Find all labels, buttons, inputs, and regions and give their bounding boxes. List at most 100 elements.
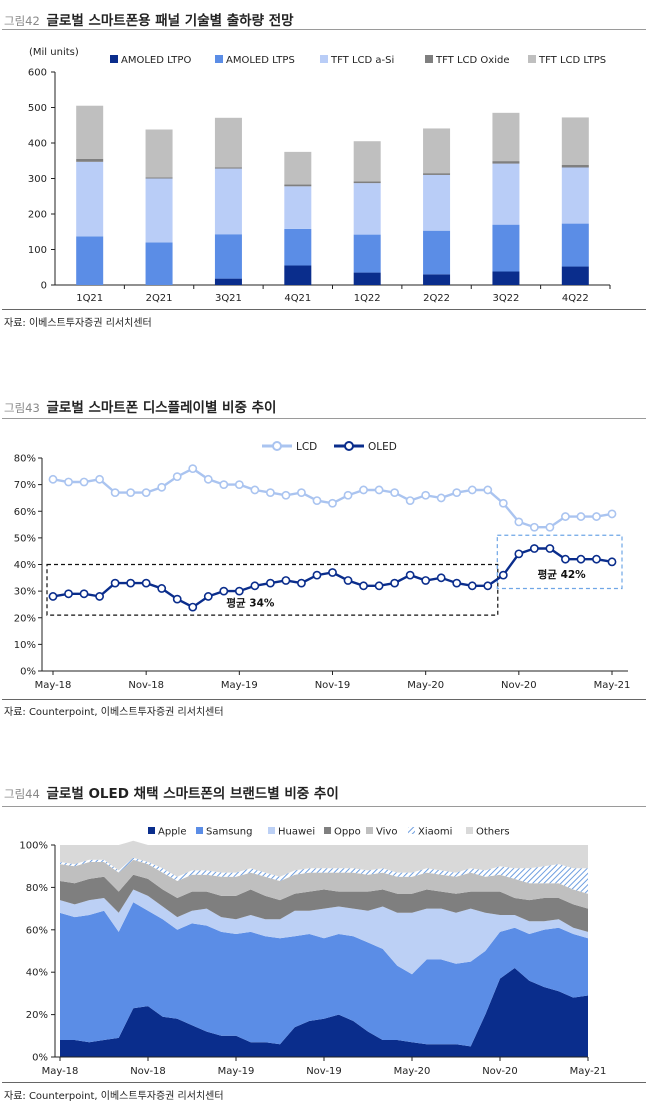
data-point [48,592,58,601]
source-rule [2,1082,646,1083]
source-note: 자료: Counterpoint, 이베스트투자증권 리서치센터 [4,1091,224,1102]
y-tick-label: 40% [26,968,48,979]
data-point [545,522,555,532]
data-point [514,517,524,527]
data-point [359,485,368,495]
bar-segment [145,178,173,243]
bar-segment [492,224,520,272]
area-series [60,968,588,1057]
data-point [219,480,229,490]
bar-segment [284,228,312,266]
data-point [312,496,322,505]
x-tick-label: Nov-18 [130,1066,166,1077]
x-tick-label: Nov-19 [306,1066,342,1077]
y-tick-label: 80% [14,454,36,465]
y-axis-label: (Mil units) [29,47,79,58]
legend-swatch [466,827,473,834]
bar-segment [284,265,312,285]
average-label: 평균 42% [538,568,587,581]
data-point [172,594,182,604]
y-tick-label: 70% [14,480,36,491]
data-point [64,589,73,599]
data-point [592,512,601,521]
bar-segment [353,234,381,273]
y-tick-label: 300 [28,174,47,185]
data-point [390,488,400,498]
data-point [374,485,384,495]
legend-label: Huawei [278,827,315,838]
data-point [343,576,353,585]
legend-label: Oppo [334,827,361,838]
x-tick-label: Nov-20 [482,1066,518,1077]
x-tick-label: May-19 [221,680,258,691]
data-point [297,578,306,588]
legend-label: Others [476,827,510,838]
x-tick-label: 3Q21 [215,293,242,304]
legend-swatch [366,827,373,834]
average-label: 평균 34% [226,596,275,609]
data-point [328,568,337,577]
data-point [79,477,89,487]
data-point [576,554,586,564]
data-point [188,464,198,474]
line-chart: LCD OLED 0% 10% 20% 30% 40% 50% 60% 70% 80% May-18 N… [14,441,630,691]
figure-title-text: 글로벌 스마트폰 디스플레이별 비중 추이 [46,400,277,416]
bar-segment [492,163,520,225]
x-tick-label: Nov-20 [501,680,537,691]
source-note: 자료: Counterpoint, 이베스트투자증권 리서치센터 [4,707,224,718]
bar-segment [423,274,451,285]
data-point [95,592,104,601]
bar-segment [561,165,589,168]
data-point [64,477,73,487]
data-point [436,493,446,503]
data-point [265,488,275,498]
legend-swatch [324,827,331,834]
legend-marker [344,441,354,451]
legend-swatch [425,55,433,63]
average-box [496,534,623,590]
legend-marker [272,441,282,451]
bar-segment [492,271,520,285]
data-point [126,488,136,498]
bar-segment [284,186,312,229]
x-tick-label: May-21 [570,1066,607,1077]
source-note: 자료: 이베스트투자증권 리서치센터 [4,318,152,329]
area-series [60,840,588,877]
bar-segment [561,223,589,267]
bar-segment [492,112,520,162]
data-point [141,578,151,588]
y-tick-label: 0 [41,281,47,292]
legend-swatch [196,827,203,834]
figure-number: 그림42 [4,14,40,28]
y-tick-label: 60% [26,925,48,936]
legend-label: TFT LCD LTPS [538,55,606,66]
area-series [60,889,588,975]
bar-segment [76,105,104,159]
bar-segment [423,230,451,275]
stacked-area-chart: Apple Samsung Huawei Oppo Vivo Xiaomi Others 0%… [19,827,607,1078]
title-rule [2,418,646,419]
data-point [436,573,446,583]
y-tick-label: 500 [28,103,47,114]
legend-label: LCD [296,441,317,453]
legend-swatch [320,55,328,63]
data-point [157,584,167,593]
y-tick-label: 600 [28,68,47,79]
data-point [405,570,415,580]
y-tick-label: 400 [28,139,47,150]
data-point [561,512,570,521]
x-tick-label: 3Q22 [492,293,519,304]
legend-label: Apple [158,827,186,838]
data-point [219,586,229,596]
x-tick-label: May-20 [407,680,444,691]
legend-label: TFT LCD Oxide [435,55,509,66]
data-point [390,578,400,588]
series-line [52,467,613,529]
legend-swatch [215,55,223,63]
data-point [79,589,89,599]
bar-segment [492,161,520,164]
bar-segment [284,184,312,187]
x-tick-label: 4Q21 [284,293,311,304]
data-point [483,581,493,591]
bar-segment [561,117,589,166]
